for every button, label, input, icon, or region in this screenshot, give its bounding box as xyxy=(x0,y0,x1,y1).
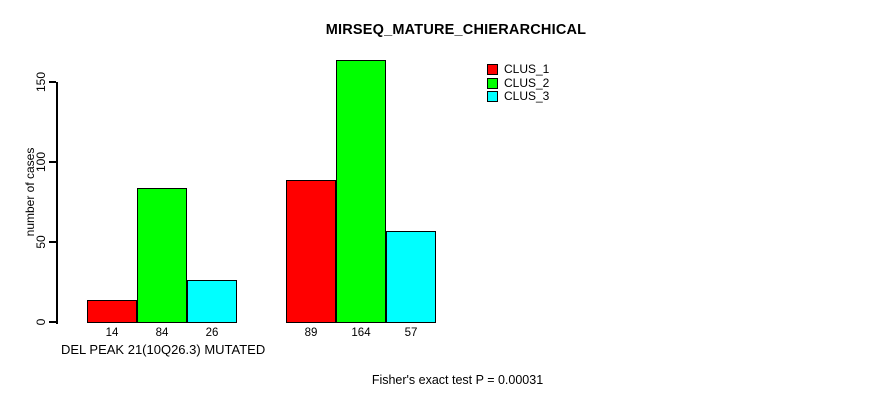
chart-title: MIRSEQ_MATURE_CHIERARCHICAL xyxy=(325,22,587,38)
legend-label: CLUS_2 xyxy=(504,75,550,90)
legend-item-clus_3: CLUS_3 xyxy=(487,90,549,104)
y-tick-label: 50 xyxy=(34,235,48,249)
legend-label: CLUS_3 xyxy=(504,89,550,104)
bar-value-label: 26 xyxy=(205,327,219,339)
legend-item-clus_2: CLUS_2 xyxy=(487,75,550,91)
y-tick-mark xyxy=(49,81,56,83)
legend-swatch-clus_1 xyxy=(487,64,498,76)
y-tick-mark xyxy=(49,321,56,323)
bar-clus_2-group1 xyxy=(137,187,187,324)
y-tick-label: 0 xyxy=(34,318,48,326)
y-tick-mark xyxy=(49,241,56,243)
bar-value-label: 89 xyxy=(304,327,318,339)
bar-value-label: 57 xyxy=(404,327,418,339)
y-tick-label: 150 xyxy=(34,71,48,93)
legend-swatch-clus_3 xyxy=(487,91,498,103)
bar-clus_1-group1 xyxy=(87,299,137,324)
bar-value-label: 164 xyxy=(351,327,371,339)
legend: CLUS_1 CLUS_2 CLUS_3 xyxy=(487,63,549,104)
bar-value-label: 14 xyxy=(105,327,119,339)
bar-clus_3-group2 xyxy=(386,230,436,324)
legend-swatch-clus_2 xyxy=(487,77,498,89)
x-axis-label: DEL PEAK 21(10Q26.3) MUTATED xyxy=(61,342,266,357)
y-tick-label: 100 xyxy=(34,151,48,173)
legend-label: CLUS_1 xyxy=(504,62,550,77)
bar-clus_1-group2 xyxy=(286,179,336,324)
y-axis-line xyxy=(56,82,58,324)
bar-clus_3-group1 xyxy=(187,280,237,324)
bar-value-label: 84 xyxy=(155,327,169,339)
y-tick-mark xyxy=(49,161,56,163)
legend-item-clus_1: CLUS_1 xyxy=(487,63,549,77)
bar-clus_2-group2 xyxy=(336,59,386,324)
fisher-test-annotation: Fisher's exact test P = 0.00031 xyxy=(371,373,544,387)
